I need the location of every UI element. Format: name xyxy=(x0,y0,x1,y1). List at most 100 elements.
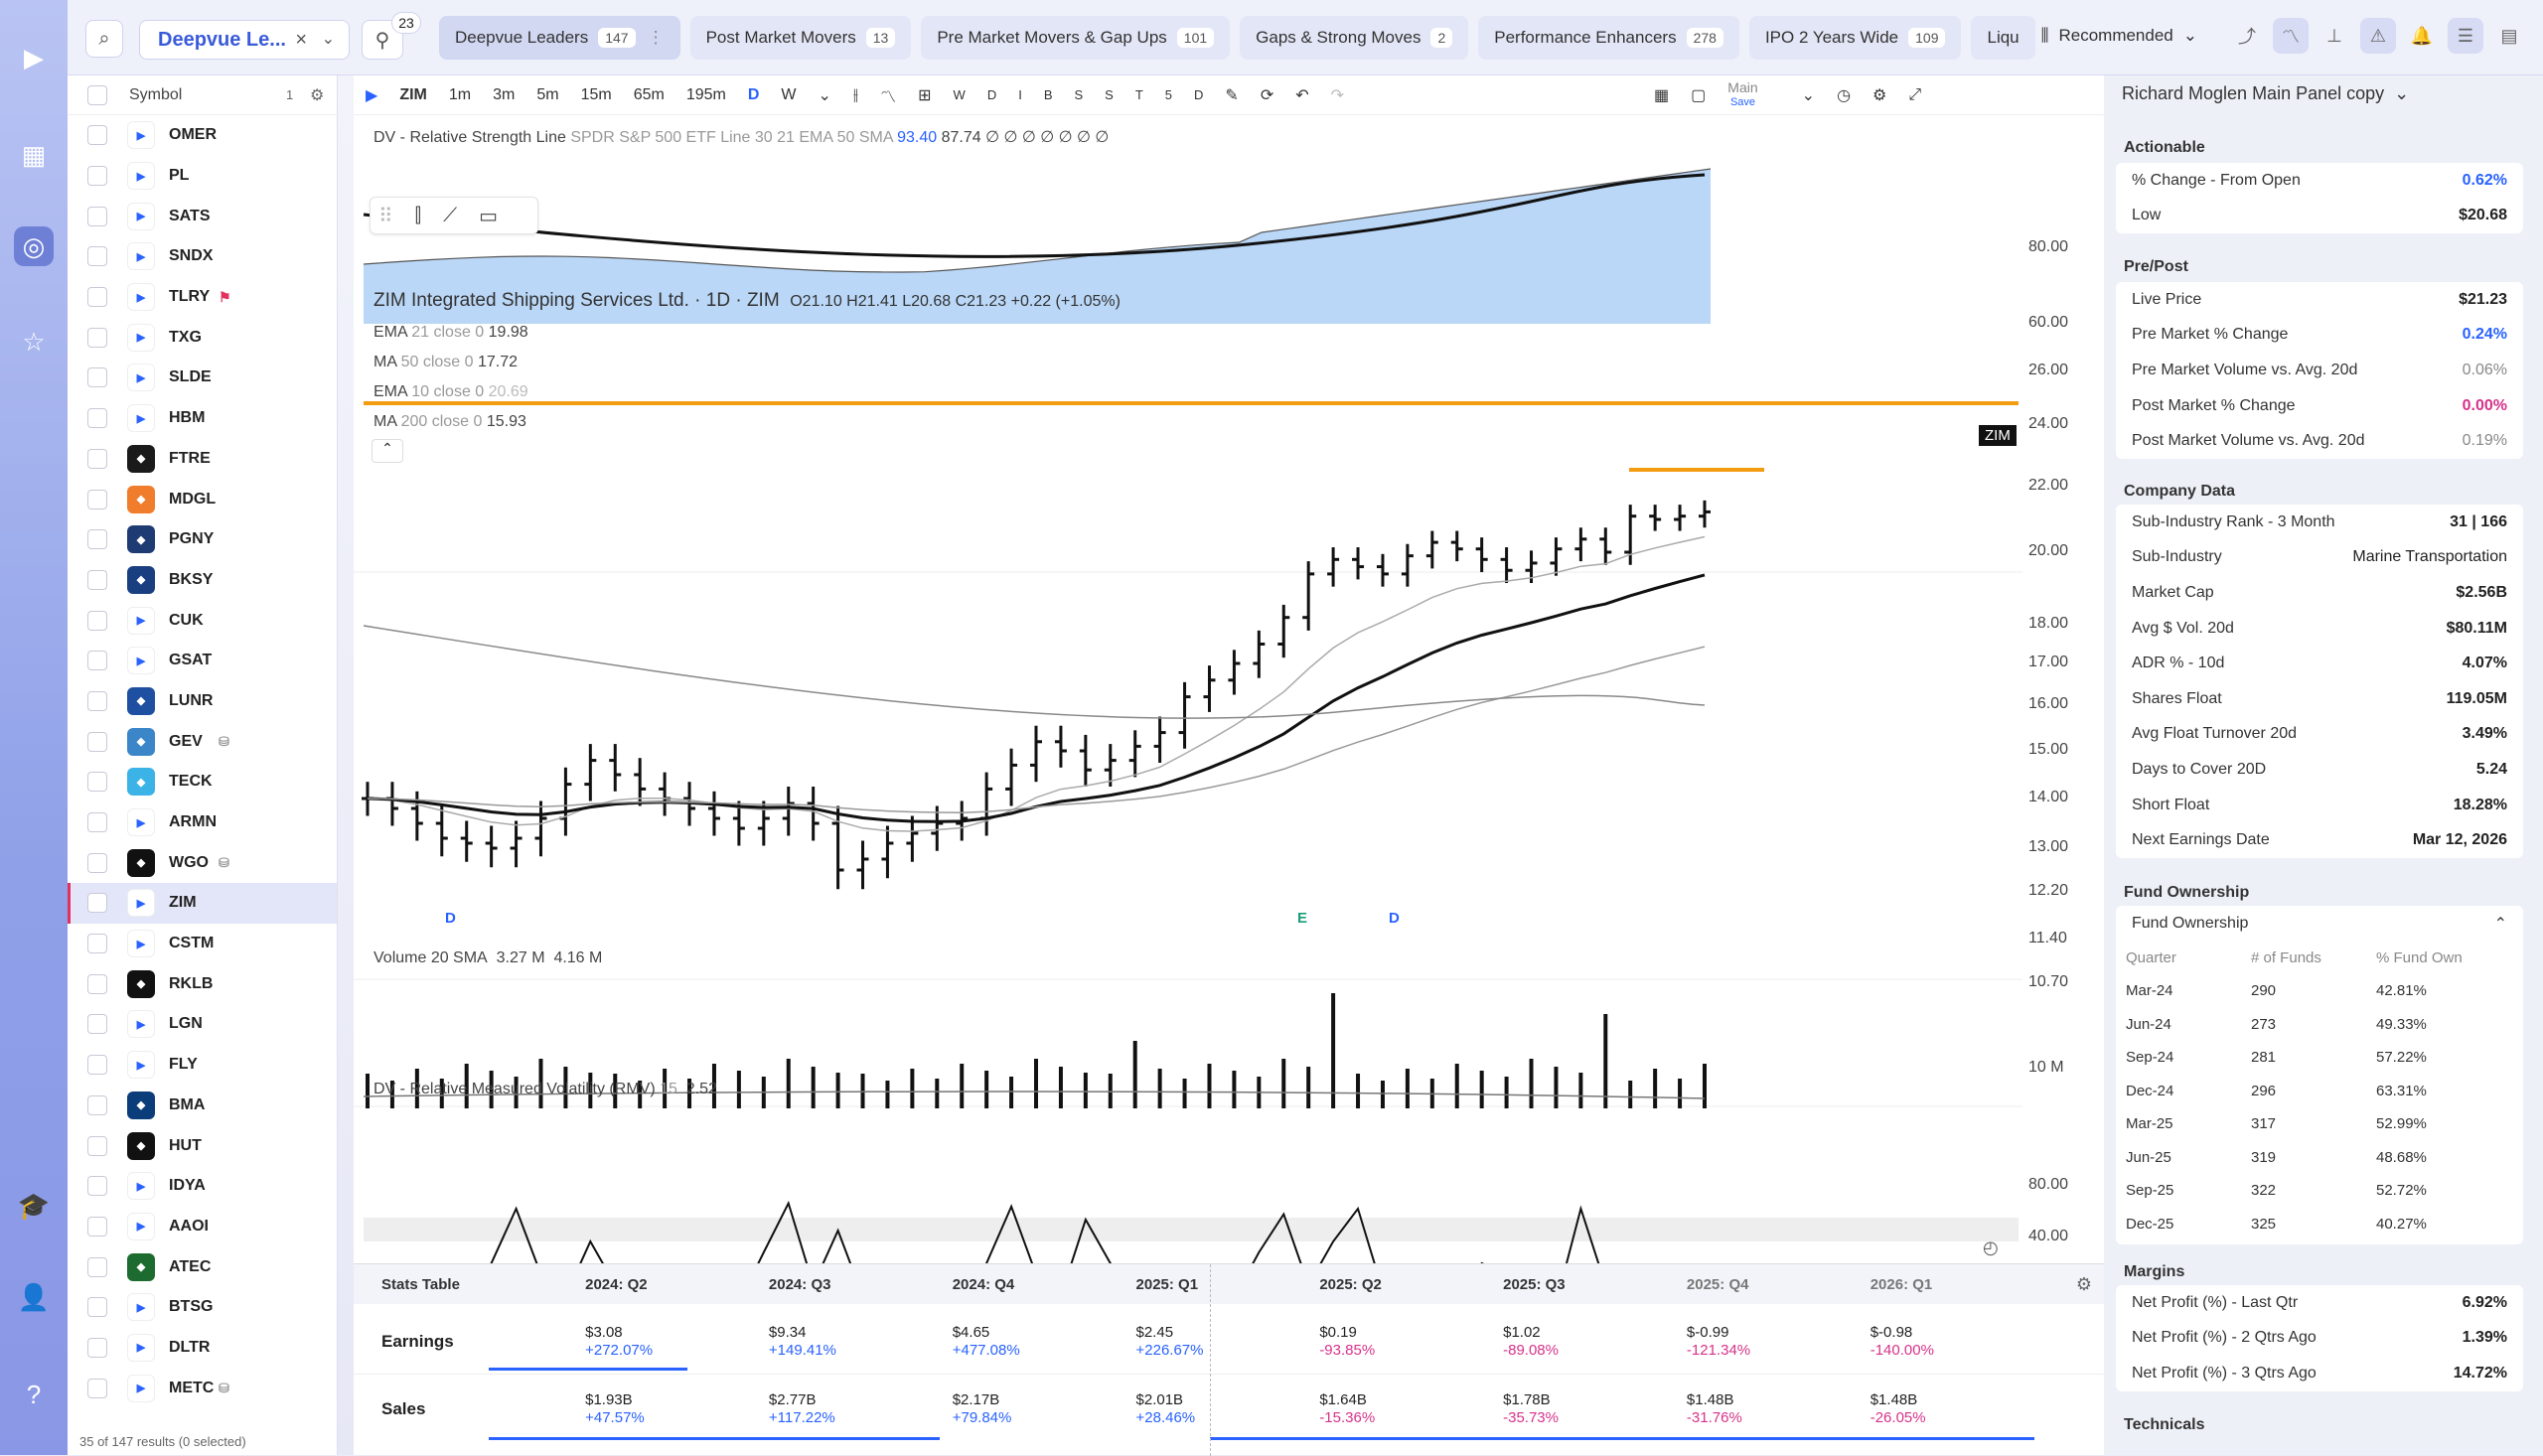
sort-select[interactable]: ⫼ Recommended ⌄ xyxy=(2041,26,2197,46)
row-checkbox[interactable] xyxy=(87,166,107,187)
watchlist-row[interactable]: ◆ GEV ⛁ xyxy=(68,721,337,762)
select-all-checkbox[interactable] xyxy=(87,84,107,105)
watchlist-row[interactable]: ▶ IDYA xyxy=(68,1166,337,1207)
grid-icon[interactable]: ▦ xyxy=(21,139,47,170)
bell-icon[interactable]: 🔔 xyxy=(2410,25,2434,46)
row-checkbox[interactable] xyxy=(87,569,107,590)
help-icon[interactable]: ? xyxy=(26,1379,42,1409)
watchlist-row[interactable]: ▶ CSTM xyxy=(68,924,337,964)
marker-button[interactable]: 5 xyxy=(1164,87,1173,102)
watchlist-row[interactable]: ◆ ATEC xyxy=(68,1246,337,1287)
grid-view-icon[interactable]: ▤ xyxy=(2500,25,2518,46)
metric-row[interactable]: Short Float 18.28% xyxy=(2116,788,2523,823)
ma-legend[interactable]: EMA 10 close 0 20.69 xyxy=(374,383,528,401)
metric-row[interactable]: Next Earnings Date Mar 12, 2026 xyxy=(2116,822,2523,858)
screen-select[interactable]: Deepvue Le... × ⌄ xyxy=(139,20,350,60)
chart-symbol[interactable]: ZIM xyxy=(399,85,427,103)
pencil-icon[interactable]: ✎ xyxy=(1225,86,1239,104)
row-checkbox[interactable] xyxy=(87,731,107,752)
interval-button[interactable]: D xyxy=(747,85,760,103)
marker-button[interactable]: I xyxy=(1018,87,1022,102)
marker-button[interactable]: S xyxy=(1074,87,1084,102)
watchlist-row[interactable]: ◆ MDGL xyxy=(68,479,337,519)
screen-tab[interactable]: Pre Market Movers & Gap Ups 101 xyxy=(921,16,1231,60)
watchlist-row[interactable]: ◆ TECK xyxy=(68,762,337,802)
row-checkbox[interactable] xyxy=(87,408,107,429)
screen-tab[interactable]: Gaps & Strong Moves 2 xyxy=(1240,16,1469,60)
row-checkbox[interactable] xyxy=(87,1176,107,1197)
row-checkbox[interactable] xyxy=(87,489,107,510)
row-checkbox[interactable] xyxy=(87,973,107,994)
watchlist-row[interactable]: ▶ HBM xyxy=(68,398,337,439)
watchlist-row[interactable]: ▶ AAOI xyxy=(68,1207,337,1247)
interval-button[interactable]: 15m xyxy=(580,85,612,103)
chart-view-icon[interactable]: 〽 xyxy=(2273,18,2309,54)
metric-row[interactable]: Post Market Volume vs. Avg. 20d 0.19% xyxy=(2116,423,2523,459)
star-icon[interactable]: ☆ xyxy=(22,326,46,357)
metric-row[interactable]: Pre Market % Change 0.24% xyxy=(2116,318,2523,354)
watchlist-row[interactable]: ◆ WGO ⛁ xyxy=(68,842,337,883)
watchlist-row[interactable]: ▶ DLTR xyxy=(68,1328,337,1369)
event-marker[interactable]: E xyxy=(1297,910,1308,927)
row-checkbox[interactable] xyxy=(87,1135,107,1156)
target-icon[interactable]: ◎ xyxy=(14,226,54,266)
gear-icon[interactable]: ⚙ xyxy=(2075,1274,2092,1294)
watchlist-row[interactable]: ▶ LGN xyxy=(68,1004,337,1045)
watchlist-row[interactable]: ▶ BTSG xyxy=(68,1287,337,1328)
more-icon[interactable]: ⋮ xyxy=(647,28,665,47)
screen-tab[interactable]: Performance Enhancers 278 xyxy=(1478,16,1739,60)
row-checkbox[interactable] xyxy=(87,690,107,711)
metric-row[interactable]: Post Market % Change 0.00% xyxy=(2116,388,2523,424)
row-checkbox[interactable] xyxy=(87,287,107,308)
watchlist-row[interactable]: ▶ SLDE xyxy=(68,358,337,398)
watchlist-row[interactable]: ▶ CUK xyxy=(68,600,337,641)
quarter-header[interactable]: 2024: Q4 xyxy=(952,1275,1015,1293)
layout-save[interactable]: Main Save xyxy=(1727,78,1758,108)
play-icon[interactable]: ▶ xyxy=(366,86,378,104)
metric-row[interactable]: Net Profit (%) - Last Qtr 6.92% xyxy=(2116,1285,2523,1321)
event-marker[interactable]: D xyxy=(1389,910,1400,927)
row-checkbox[interactable] xyxy=(87,772,107,793)
watchlist-row[interactable]: ▶ TXG xyxy=(68,317,337,358)
metric-row[interactable]: Pre Market Volume vs. Avg. 20d 0.06% xyxy=(2116,353,2523,388)
quarter-header[interactable]: 2026: Q1 xyxy=(1870,1275,1933,1293)
interval-button[interactable]: 195m xyxy=(685,85,726,103)
row-checkbox[interactable] xyxy=(87,1055,107,1076)
marker-button[interactable]: W xyxy=(953,87,966,102)
candles-icon[interactable]: ⫿ xyxy=(414,204,422,226)
folder-icon[interactable]: ▢ xyxy=(1691,86,1707,104)
marker-button[interactable]: T xyxy=(1134,87,1143,102)
graduation-icon[interactable]: 🎓 xyxy=(17,1190,51,1221)
row-checkbox[interactable] xyxy=(87,1014,107,1035)
watchlist-row[interactable]: ▶ METC ⛁ xyxy=(68,1368,337,1408)
row-checkbox[interactable] xyxy=(87,934,107,954)
row-checkbox[interactable] xyxy=(87,125,107,146)
watchlist-row[interactable]: ▶ GSAT xyxy=(68,641,337,681)
interval-button[interactable]: 3m xyxy=(493,85,516,103)
watchlist-row[interactable]: ◆ HUT xyxy=(68,1125,337,1166)
panel-title[interactable]: Richard Moglen Main Panel copy ⌄ xyxy=(2122,83,2410,103)
metric-row[interactable]: Low $20.68 xyxy=(2116,199,2523,234)
watchlist-row[interactable]: ◆ FTRE xyxy=(68,439,337,480)
watchlist-row[interactable]: ▶ ZIM xyxy=(68,883,337,924)
metric-row[interactable]: Sub-Industry Rank - 3 Month 31 | 166 xyxy=(2116,505,2523,540)
screen-tab[interactable]: Post Market Movers 13 xyxy=(689,16,912,60)
watchlist-row[interactable]: ◆ LUNR xyxy=(68,681,337,722)
watchlist-row[interactable]: ▶ SATS xyxy=(68,196,337,236)
quarter-header[interactable]: 2025: Q3 xyxy=(1503,1275,1566,1293)
comment-icon[interactable]: ▭ xyxy=(479,205,498,227)
row-checkbox[interactable] xyxy=(87,1297,107,1318)
metric-row[interactable]: % Change - From Open 0.62% xyxy=(2116,163,2523,199)
layout-icon[interactable]: ⊞ xyxy=(918,86,932,104)
table-icon[interactable]: ▦ xyxy=(1654,86,1670,104)
interval-button[interactable]: W xyxy=(781,85,797,103)
screen-tab[interactable]: Liqu xyxy=(1971,16,2035,60)
line-chart-icon[interactable]: 〽 xyxy=(880,88,897,106)
indicator-icon[interactable]: ⫲ xyxy=(852,85,859,103)
chevron-down-icon[interactable]: ⌄ xyxy=(818,86,831,104)
row-checkbox[interactable] xyxy=(87,651,107,671)
interval-button[interactable]: 1m xyxy=(448,85,472,103)
gear-icon[interactable]: ⚙ xyxy=(310,86,325,104)
marker-button[interactable]: D xyxy=(1194,87,1204,102)
row-checkbox[interactable] xyxy=(87,610,107,631)
